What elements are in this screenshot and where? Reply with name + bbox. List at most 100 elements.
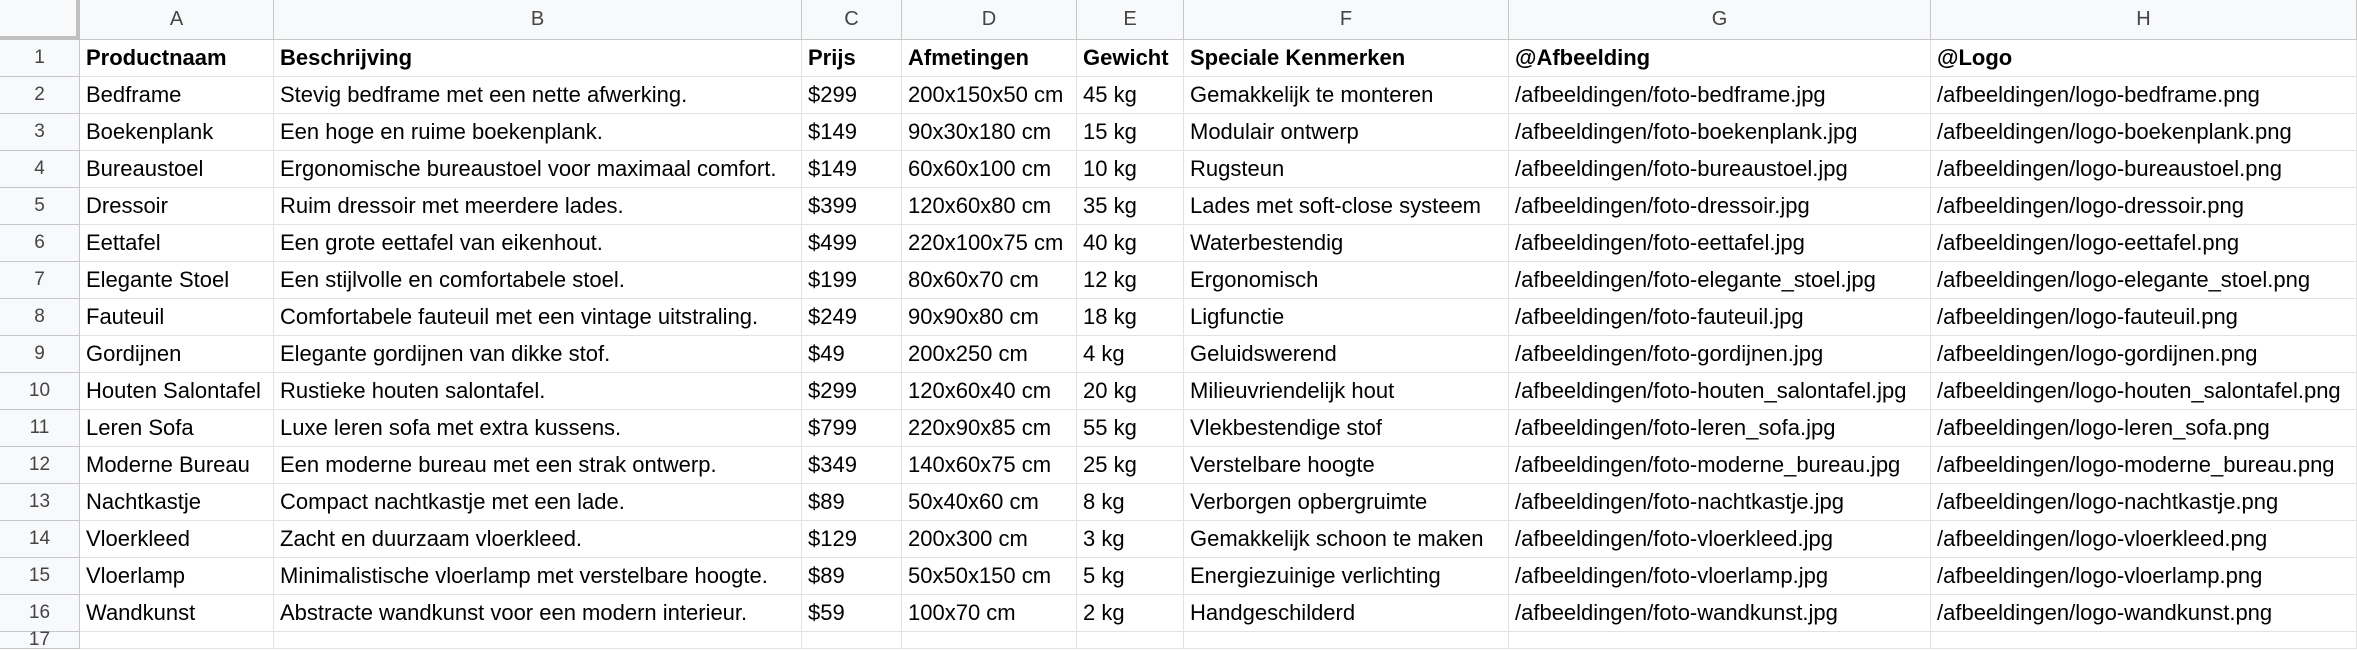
cell-b11[interactable]: Luxe leren sofa met extra kussens. bbox=[274, 410, 802, 447]
cell-c12[interactable]: $349 bbox=[802, 447, 902, 484]
cell-d13[interactable]: 50x40x60 cm bbox=[902, 484, 1077, 521]
cell-d6[interactable]: 220x100x75 cm bbox=[902, 225, 1077, 262]
cell-f2[interactable]: Gemakkelijk te monteren bbox=[1184, 77, 1509, 114]
cell-b12[interactable]: Een moderne bureau met een strak ontwerp… bbox=[274, 447, 802, 484]
header-cell-e[interactable]: Gewicht bbox=[1077, 40, 1184, 77]
cell-h2[interactable]: /afbeeldingen/logo-bedframe.png bbox=[1931, 77, 2357, 114]
column-header-a[interactable]: A bbox=[80, 0, 274, 40]
row-header-3[interactable]: 3 bbox=[0, 114, 80, 151]
cell-d16[interactable]: 100x70 cm bbox=[902, 595, 1077, 632]
row-header-10[interactable]: 10 bbox=[0, 373, 80, 410]
cell-h15[interactable]: /afbeeldingen/logo-vloerlamp.png bbox=[1931, 558, 2357, 595]
cell-c13[interactable]: $89 bbox=[802, 484, 902, 521]
cell-e8[interactable]: 18 kg bbox=[1077, 299, 1184, 336]
cell-c7[interactable]: $199 bbox=[802, 262, 902, 299]
cell-c16[interactable]: $59 bbox=[802, 595, 902, 632]
cell-g3[interactable]: /afbeeldingen/foto-boekenplank.jpg bbox=[1509, 114, 1931, 151]
cell-h17[interactable] bbox=[1931, 632, 2357, 649]
cell-c10[interactable]: $299 bbox=[802, 373, 902, 410]
header-cell-b[interactable]: Beschrijving bbox=[274, 40, 802, 77]
cell-b3[interactable]: Een hoge en ruime boekenplank. bbox=[274, 114, 802, 151]
cell-b2[interactable]: Stevig bedframe met een nette afwerking. bbox=[274, 77, 802, 114]
cell-a2[interactable]: Bedframe bbox=[80, 77, 274, 114]
cell-d2[interactable]: 200x150x50 cm bbox=[902, 77, 1077, 114]
cell-e7[interactable]: 12 kg bbox=[1077, 262, 1184, 299]
cell-g17[interactable] bbox=[1509, 632, 1931, 649]
cell-e6[interactable]: 40 kg bbox=[1077, 225, 1184, 262]
cell-c3[interactable]: $149 bbox=[802, 114, 902, 151]
cell-d11[interactable]: 220x90x85 cm bbox=[902, 410, 1077, 447]
cell-c5[interactable]: $399 bbox=[802, 188, 902, 225]
cell-e4[interactable]: 10 kg bbox=[1077, 151, 1184, 188]
cell-e3[interactable]: 15 kg bbox=[1077, 114, 1184, 151]
cell-c6[interactable]: $499 bbox=[802, 225, 902, 262]
cell-e5[interactable]: 35 kg bbox=[1077, 188, 1184, 225]
cell-f14[interactable]: Gemakkelijk schoon te maken bbox=[1184, 521, 1509, 558]
cell-e15[interactable]: 5 kg bbox=[1077, 558, 1184, 595]
cell-h10[interactable]: /afbeeldingen/logo-houten_salontafel.png bbox=[1931, 373, 2357, 410]
cell-f16[interactable]: Handgeschilderd bbox=[1184, 595, 1509, 632]
header-cell-h[interactable]: @Logo bbox=[1931, 40, 2357, 77]
cell-d8[interactable]: 90x90x80 cm bbox=[902, 299, 1077, 336]
column-header-g[interactable]: G bbox=[1509, 0, 1931, 40]
cell-f17[interactable] bbox=[1184, 632, 1509, 649]
cell-a7[interactable]: Elegante Stoel bbox=[80, 262, 274, 299]
cell-h16[interactable]: /afbeeldingen/logo-wandkunst.png bbox=[1931, 595, 2357, 632]
cell-a13[interactable]: Nachtkastje bbox=[80, 484, 274, 521]
cell-c2[interactable]: $299 bbox=[802, 77, 902, 114]
cell-b6[interactable]: Een grote eettafel van eikenhout. bbox=[274, 225, 802, 262]
cell-a5[interactable]: Dressoir bbox=[80, 188, 274, 225]
cell-b5[interactable]: Ruim dressoir met meerdere lades. bbox=[274, 188, 802, 225]
row-header-11[interactable]: 11 bbox=[0, 410, 80, 447]
cell-f10[interactable]: Milieuvriendelijk hout bbox=[1184, 373, 1509, 410]
row-header-7[interactable]: 7 bbox=[0, 262, 80, 299]
cell-g9[interactable]: /afbeeldingen/foto-gordijnen.jpg bbox=[1509, 336, 1931, 373]
cell-d15[interactable]: 50x50x150 cm bbox=[902, 558, 1077, 595]
cell-e11[interactable]: 55 kg bbox=[1077, 410, 1184, 447]
column-header-d[interactable]: D bbox=[902, 0, 1077, 40]
cell-a4[interactable]: Bureaustoel bbox=[80, 151, 274, 188]
cell-g5[interactable]: /afbeeldingen/foto-dressoir.jpg bbox=[1509, 188, 1931, 225]
cell-b9[interactable]: Elegante gordijnen van dikke stof. bbox=[274, 336, 802, 373]
row-header-2[interactable]: 2 bbox=[0, 77, 80, 114]
cell-b7[interactable]: Een stijlvolle en comfortabele stoel. bbox=[274, 262, 802, 299]
cell-f5[interactable]: Lades met soft-close systeem bbox=[1184, 188, 1509, 225]
cell-d4[interactable]: 60x60x100 cm bbox=[902, 151, 1077, 188]
cell-b10[interactable]: Rustieke houten salontafel. bbox=[274, 373, 802, 410]
header-cell-g[interactable]: @Afbeelding bbox=[1509, 40, 1931, 77]
cell-a11[interactable]: Leren Sofa bbox=[80, 410, 274, 447]
cell-h11[interactable]: /afbeeldingen/logo-leren_sofa.png bbox=[1931, 410, 2357, 447]
cell-f6[interactable]: Waterbestendig bbox=[1184, 225, 1509, 262]
select-all-corner[interactable] bbox=[0, 0, 80, 40]
row-header-1[interactable]: 1 bbox=[0, 40, 80, 77]
cell-a17[interactable] bbox=[80, 632, 274, 649]
cell-f8[interactable]: Ligfunctie bbox=[1184, 299, 1509, 336]
cell-h13[interactable]: /afbeeldingen/logo-nachtkastje.png bbox=[1931, 484, 2357, 521]
cell-b15[interactable]: Minimalistische vloerlamp met verstelbar… bbox=[274, 558, 802, 595]
header-cell-f[interactable]: Speciale Kenmerken bbox=[1184, 40, 1509, 77]
cell-g10[interactable]: /afbeeldingen/foto-houten_salontafel.jpg bbox=[1509, 373, 1931, 410]
cell-b4[interactable]: Ergonomische bureaustoel voor maximaal c… bbox=[274, 151, 802, 188]
cell-c4[interactable]: $149 bbox=[802, 151, 902, 188]
cell-e13[interactable]: 8 kg bbox=[1077, 484, 1184, 521]
cell-d5[interactable]: 120x60x80 cm bbox=[902, 188, 1077, 225]
row-header-13[interactable]: 13 bbox=[0, 484, 80, 521]
cell-h6[interactable]: /afbeeldingen/logo-eettafel.png bbox=[1931, 225, 2357, 262]
cell-d14[interactable]: 200x300 cm bbox=[902, 521, 1077, 558]
cell-h9[interactable]: /afbeeldingen/logo-gordijnen.png bbox=[1931, 336, 2357, 373]
cell-g13[interactable]: /afbeeldingen/foto-nachtkastje.jpg bbox=[1509, 484, 1931, 521]
cell-e17[interactable] bbox=[1077, 632, 1184, 649]
header-cell-d[interactable]: Afmetingen bbox=[902, 40, 1077, 77]
cell-g6[interactable]: /afbeeldingen/foto-eettafel.jpg bbox=[1509, 225, 1931, 262]
cell-f9[interactable]: Geluidswerend bbox=[1184, 336, 1509, 373]
cell-e14[interactable]: 3 kg bbox=[1077, 521, 1184, 558]
cell-g8[interactable]: /afbeeldingen/foto-fauteuil.jpg bbox=[1509, 299, 1931, 336]
column-header-f[interactable]: F bbox=[1184, 0, 1509, 40]
cell-f7[interactable]: Ergonomisch bbox=[1184, 262, 1509, 299]
cell-h3[interactable]: /afbeeldingen/logo-boekenplank.png bbox=[1931, 114, 2357, 151]
cell-a12[interactable]: Moderne Bureau bbox=[80, 447, 274, 484]
cell-f15[interactable]: Energiezuinige verlichting bbox=[1184, 558, 1509, 595]
cell-e16[interactable]: 2 kg bbox=[1077, 595, 1184, 632]
cell-g16[interactable]: /afbeeldingen/foto-wandkunst.jpg bbox=[1509, 595, 1931, 632]
row-header-12[interactable]: 12 bbox=[0, 447, 80, 484]
